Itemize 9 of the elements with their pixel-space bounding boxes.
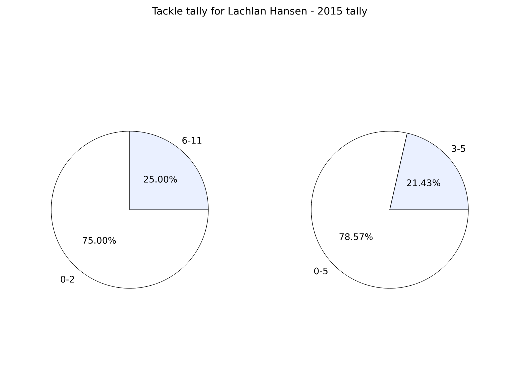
data-label: 25.00% [144, 176, 178, 183]
slice-label: 3-5 [452, 145, 466, 152]
data-label: 75.00% [83, 237, 116, 244]
data-label: 78.57% [340, 234, 373, 240]
slice-label: 6-11 [182, 137, 202, 144]
data-label: 21.43% [407, 180, 440, 186]
text: Tackle tally for Lachlan Hansen - 2015 tally [152, 7, 368, 17]
slice-label: 0-5 [314, 268, 328, 275]
slice-label: 0-2 [61, 276, 74, 283]
